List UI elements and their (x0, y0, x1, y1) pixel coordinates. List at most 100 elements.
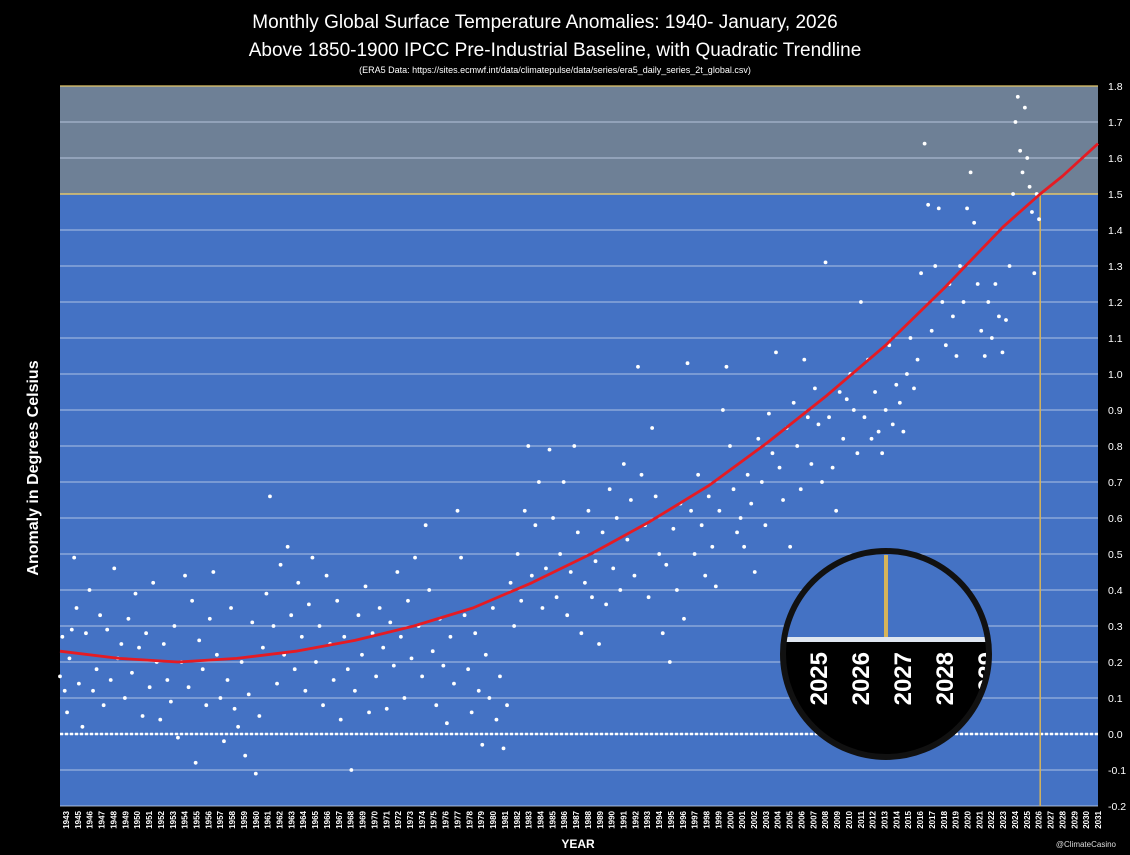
data-point (703, 573, 708, 578)
y-tick-label: 1.8 (1108, 81, 1123, 93)
inset-year-label: 2025 (806, 652, 833, 705)
data-point (448, 634, 453, 639)
data-point (391, 663, 396, 668)
data-point (239, 660, 244, 664)
inset-year-label: 2027 (890, 652, 917, 705)
data-point (554, 595, 559, 600)
data-point (650, 426, 655, 430)
x-tick-label: 1997 (691, 810, 700, 828)
data-point (130, 670, 134, 675)
x-tick-label: 2023 (999, 810, 1008, 828)
data-point (87, 588, 92, 592)
data-point (982, 354, 987, 358)
data-point (706, 494, 711, 499)
data-point (94, 667, 99, 672)
x-tick-label: 1975 (430, 810, 439, 828)
x-tick-label: 1957 (216, 810, 225, 828)
data-point (873, 390, 877, 394)
data-point (483, 652, 488, 657)
data-point (777, 465, 782, 470)
y-tick-label: 0.8 (1108, 441, 1123, 453)
data-point (618, 588, 623, 592)
data-point (943, 343, 948, 348)
x-tick-label: 1974 (418, 810, 427, 828)
x-tick-label: 1943 (62, 810, 71, 828)
data-point (926, 202, 931, 207)
data-point (671, 526, 676, 531)
data-point (161, 642, 166, 646)
data-point (544, 566, 548, 571)
x-tick-label: 2001 (738, 810, 747, 828)
data-point (398, 634, 403, 639)
data-point (430, 649, 435, 654)
data-point (993, 282, 998, 286)
data-point (133, 591, 138, 596)
data-point (597, 642, 601, 646)
y-tick-label: 0.9 (1108, 405, 1123, 417)
data-point (222, 739, 226, 744)
data-point (1015, 94, 1020, 99)
data-point (253, 771, 258, 776)
y-tick-label: -0.2 (1108, 801, 1126, 813)
data-point (108, 678, 113, 682)
data-point (1000, 350, 1005, 355)
x-tick-label: 1973 (406, 810, 415, 828)
data-point (805, 415, 810, 420)
data-point (200, 667, 205, 672)
data-point (214, 652, 219, 657)
data-point (58, 674, 62, 679)
x-tick-label: 1994 (655, 810, 664, 828)
x-tick-label: 2012 (869, 810, 878, 828)
data-point (186, 685, 191, 690)
x-tick-label: 2027 (1047, 810, 1056, 828)
data-point (774, 350, 778, 355)
data-point (1022, 105, 1027, 110)
data-point (699, 523, 704, 528)
y-tick-label: 0.0 (1108, 729, 1123, 741)
data-point (324, 573, 329, 578)
data-point (664, 562, 669, 567)
data-point (137, 645, 141, 650)
data-point (204, 703, 209, 708)
data-point (413, 555, 417, 560)
data-point (586, 508, 591, 513)
x-tick-label: 2026 (1035, 810, 1044, 828)
x-tick-label: 1955 (192, 810, 201, 828)
data-point (140, 714, 145, 718)
data-point (1018, 148, 1023, 153)
x-tick-label: 2017 (928, 810, 937, 828)
x-tick-label: 1966 (323, 810, 332, 828)
data-point (607, 487, 612, 492)
data-point (908, 336, 913, 340)
data-point (972, 220, 977, 225)
x-tick-label: 2019 (952, 810, 961, 828)
x-tick-label: 1962 (276, 810, 285, 828)
data-point (1030, 210, 1034, 214)
data-point (268, 494, 272, 499)
data-point (469, 710, 474, 715)
data-point (1032, 271, 1037, 276)
x-tick-label: 1999 (714, 810, 723, 828)
data-point (710, 544, 715, 549)
x-tick-label: 1972 (394, 810, 403, 828)
data-point (480, 742, 485, 747)
x-tick-label: 1961 (264, 810, 273, 828)
y-tick-label: 0.6 (1108, 513, 1123, 525)
y-tick-label: 1.5 (1108, 189, 1123, 201)
x-tick-label: 2024 (1011, 810, 1020, 828)
data-point (894, 382, 899, 387)
data-point (165, 678, 170, 682)
data-point (193, 760, 198, 765)
data-point (1027, 184, 1032, 189)
data-point (536, 480, 541, 484)
data-point (667, 660, 672, 664)
data-point (827, 415, 831, 420)
data-point (625, 537, 630, 542)
data-point (837, 390, 842, 394)
data-point (682, 616, 686, 621)
data-point (951, 314, 955, 319)
data-point (749, 501, 754, 506)
data-point (738, 516, 743, 520)
x-tick-label: 1952 (157, 810, 166, 828)
data-point (582, 580, 587, 585)
